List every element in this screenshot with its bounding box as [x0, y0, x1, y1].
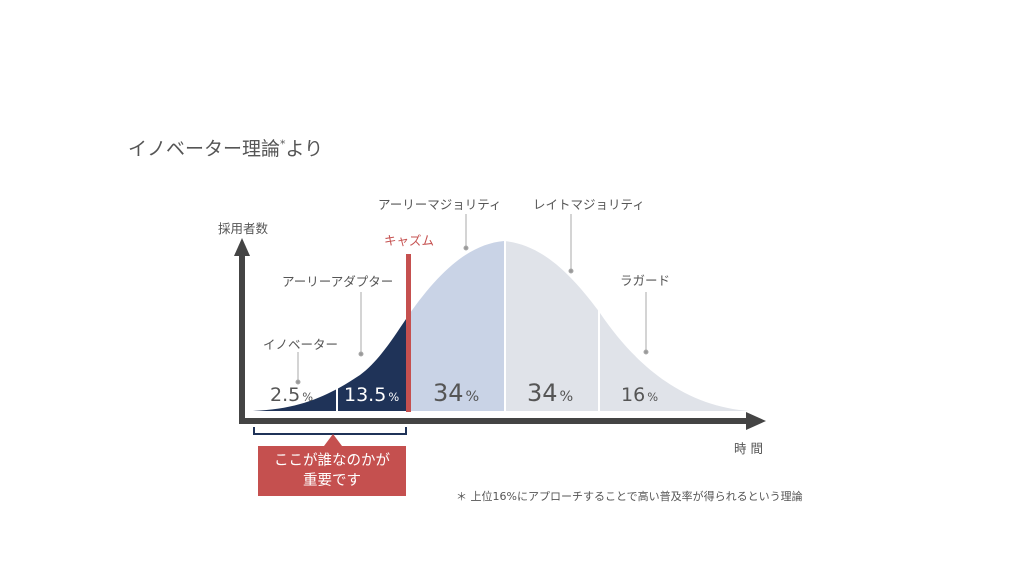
callout-line-1: ここが誰なのかが	[274, 453, 390, 469]
laggards-unit: %	[647, 390, 659, 404]
segment-early-majority-area	[408, 241, 504, 411]
segment-innovators-percent: 2.5%	[270, 384, 313, 406]
target-bracket	[253, 427, 407, 435]
chasm-bar	[406, 254, 411, 412]
segment-laggards-label: ラガード	[620, 273, 671, 288]
chasm-label: キャズム	[384, 233, 435, 248]
slide-title: イノベーター理論*より	[128, 134, 323, 161]
segment-innovators-area	[250, 389, 336, 411]
innovators-unit: %	[302, 390, 314, 404]
x-axis-arrow-icon	[746, 412, 766, 430]
title-suffix: より	[285, 138, 324, 160]
title-text: イノベーター理論	[128, 138, 281, 160]
early-majority-value: 34	[433, 379, 464, 407]
segment-early-majority-percent: 34%	[433, 379, 479, 407]
y-axis-arrow-icon	[234, 238, 250, 256]
segment-early-adopters-area	[338, 318, 406, 411]
early-majority-unit: %	[465, 389, 480, 405]
laggards-value: 16	[621, 384, 646, 406]
segment-early-majority-label: アーリーマジョリティ	[378, 197, 502, 212]
title-mark: *	[280, 137, 286, 151]
late-majority-value: 34	[527, 379, 558, 407]
segment-early-adopters-label: アーリーアダプター	[282, 274, 394, 289]
segment-late-majority-area	[506, 241, 598, 411]
early-adopters-value: 13.5	[344, 384, 387, 406]
x-axis-label: 時 間	[734, 441, 763, 456]
leader-lines	[295, 214, 649, 385]
callout-box: ここが誰なのかが 重要です	[258, 446, 406, 496]
segment-laggards-percent: 16%	[621, 384, 658, 406]
callout-line-2: 重要です	[303, 473, 361, 489]
segment-late-majority-percent: 34%	[527, 379, 573, 407]
segment-early-adopters-percent: 13.5%	[344, 384, 399, 406]
footnote: ＊ 上位16%にアプローチすることで高い普及率が得られるという理論	[456, 490, 803, 503]
segment-innovators-label: イノベーター	[263, 337, 339, 352]
segment-late-majority-label: レイトマジョリティ	[533, 197, 645, 212]
innovators-value: 2.5	[270, 384, 301, 406]
y-axis-label: 採用者数	[218, 221, 269, 236]
segment-laggards-area	[600, 313, 750, 411]
late-majority-unit: %	[559, 389, 574, 405]
early-adopters-unit: %	[388, 390, 400, 404]
callout-pointer	[324, 434, 342, 446]
